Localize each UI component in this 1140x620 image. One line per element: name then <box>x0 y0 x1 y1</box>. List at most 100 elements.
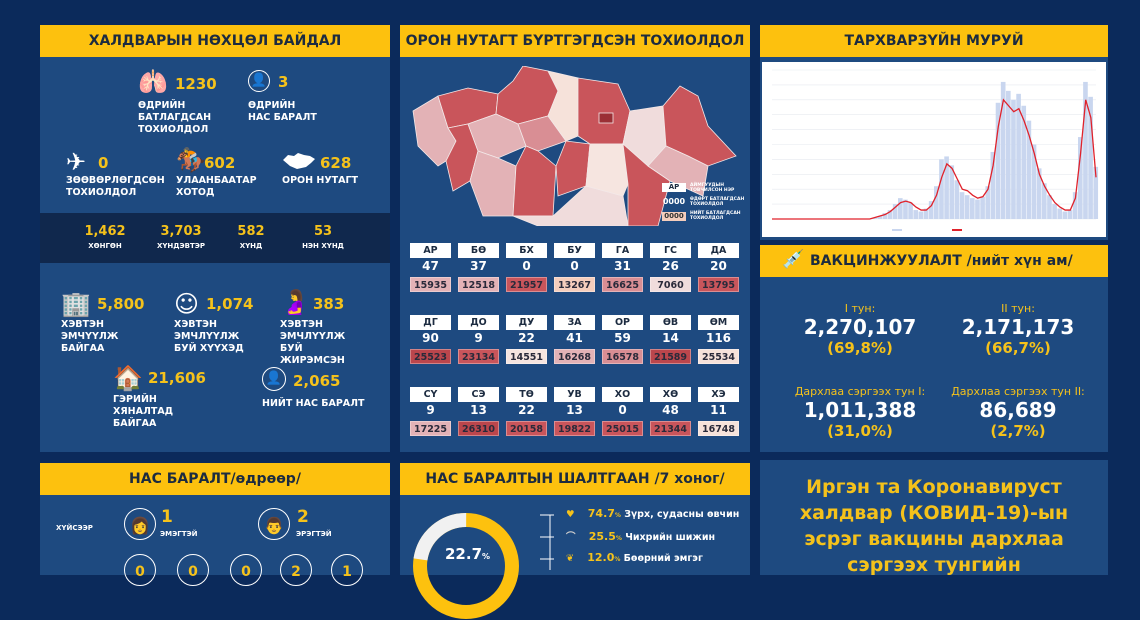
cause-connector-lines <box>540 514 554 570</box>
province-daily: 13 <box>470 403 487 417</box>
daily-deaths-label: ӨДРИЙН НАС БАРАЛТ <box>248 100 317 123</box>
severity-label: ХҮНД <box>239 242 263 250</box>
vaccine-header: 💉 ВАКЦИНЖУУЛАЛТ /нийт хүн ам/ <box>760 245 1108 277</box>
daily-bar <box>934 186 939 219</box>
dose-2: II тун: 2,171,173 (66,7%) <box>933 302 1103 357</box>
dose-percent: (66,7%) <box>985 339 1051 357</box>
province-daily: 26 <box>662 259 679 273</box>
province-total: 13795 <box>698 277 739 292</box>
epidemic-curve-chart <box>762 62 1106 237</box>
mongolia-map-icon <box>283 153 315 169</box>
ulaanbaatar-value: 602 <box>204 154 236 172</box>
cause-donut <box>412 513 519 619</box>
province-daily: 41 <box>566 331 583 345</box>
daily-bar <box>1011 99 1016 219</box>
countryside-value: 628 <box>320 154 352 172</box>
cause-item: ♥ 74.7% Зүрх, судасны өвчин <box>566 507 739 520</box>
daily-bar <box>1006 90 1011 219</box>
cause-value: 74.7 <box>587 507 615 520</box>
daily-bar <box>877 216 883 219</box>
province-total: 13267 <box>554 277 595 292</box>
dose-value: 2,270,107 <box>803 315 917 339</box>
hospitalized-value: 5,800 <box>97 295 145 313</box>
severity-moderate: 3,703 ХҮНДЭВТЭР <box>141 224 221 250</box>
province-daily: 0 <box>570 259 579 273</box>
daily-bar <box>1016 93 1021 219</box>
province-daily: 14 <box>662 331 679 345</box>
province-code: ГА <box>602 243 643 258</box>
statue-icon: 🏇 <box>176 146 206 174</box>
by-sex-label: ХҮЙСЭЭР <box>56 524 93 532</box>
province-daily: 11 <box>710 403 727 417</box>
severity-label: НЭН ХҮНД <box>302 242 344 250</box>
map-region <box>647 145 709 197</box>
daily-bar <box>964 195 970 219</box>
children-label: ХЭВТЭН ЭМЧЛҮҮЛЖ БУЙ ХҮҮХЭД <box>174 319 244 354</box>
province-code: ТӨ <box>506 387 547 402</box>
daily-bar <box>990 151 996 219</box>
province-daily: 0 <box>618 403 627 417</box>
province-code: БУ <box>554 243 595 258</box>
legend-daily-text: ӨДӨРТ БАТЛАГДСАН ТОХИОЛДОЛ <box>690 197 745 207</box>
province-code: БӨ <box>458 243 499 258</box>
situation-header: ХАЛДВАРЫН НӨХЦӨЛ БАЙДАЛ <box>40 25 390 57</box>
female-icon: 👩 <box>124 508 156 540</box>
pregnant-label: ХЭВТЭН ЭМЧЛҮҮЛЖ БУЙ ЖИРЭМСЭН <box>280 319 346 366</box>
home-monitoring-value: 21,606 <box>148 369 206 387</box>
hospitalized-label: ХЭВТЭН ЭМЧҮҮЛЖ БАЙГАА <box>61 319 119 354</box>
daily-bar <box>1078 137 1083 219</box>
province-daily: 13 <box>566 403 583 417</box>
province-code: ДА <box>698 243 739 258</box>
cause-unit: % <box>614 512 621 519</box>
daily-bar <box>928 201 934 219</box>
dose-1: I тун: 2,270,107 (69,8%) <box>775 302 945 357</box>
province-total: 21589 <box>650 349 691 364</box>
daily-confirmed-label: ӨДРИЙН БАТЛАГДСАН ТОХИОЛДОЛ <box>138 100 212 135</box>
airplane-icon: ✈ <box>66 148 87 176</box>
province-code: ХӨ <box>650 387 691 402</box>
kidney-icon: ❦ <box>566 553 574 564</box>
deaths-header: НАС БАРАЛТ/өдрөөр/ <box>40 463 390 495</box>
province-code: ГС <box>650 243 691 258</box>
province-code: ӨВ <box>650 315 691 330</box>
cause-item: ⌒ 25.5% Чихрийн шижин <box>566 529 715 543</box>
notice-text: Иргэн та Коронавируст халдвар (КОВИД-19)… <box>799 476 1069 576</box>
heart-icon: ♥ <box>566 509 575 520</box>
daily-bar <box>923 208 929 219</box>
mongolia-choropleth-map <box>412 66 737 226</box>
moving-average-line <box>772 98 1097 220</box>
daily-bar <box>1026 120 1032 219</box>
age-group-circle: 1 <box>331 554 363 586</box>
daily-bar <box>1088 96 1093 219</box>
daily-bar <box>882 213 888 219</box>
severity-severe: 582 ХҮНД <box>211 224 291 250</box>
province-code: ДО <box>458 315 499 330</box>
province-total: 25534 <box>698 349 739 364</box>
home-icon: 🏠 <box>113 364 143 392</box>
daily-bar <box>1052 204 1057 219</box>
map-region <box>469 150 517 217</box>
daily-bar <box>1042 183 1047 219</box>
province-daily: 9 <box>474 331 483 345</box>
vaccine-title: ВАКЦИНЖУУЛАЛТ /нийт хүн ам/ <box>810 253 1073 269</box>
province-code: ЗА <box>554 315 595 330</box>
daily-bar <box>1072 192 1078 219</box>
total-deaths-value: 2,065 <box>293 372 341 390</box>
dose-percent: (31,0%) <box>827 422 893 440</box>
male-label: ЭРЭГТЭЙ <box>296 530 332 538</box>
province-daily: 37 <box>470 259 487 273</box>
severity-value: 1,462 <box>84 224 126 239</box>
cause-unit: % <box>615 535 622 542</box>
province-total: 7060 <box>650 277 691 292</box>
pregnant-value: 383 <box>313 295 345 313</box>
legend-total-text: НИЙТ БАТЛАГДСАН ТОХИОЛДОЛ <box>690 211 741 221</box>
daily-bar <box>1000 81 1006 219</box>
daily-bar <box>970 198 975 219</box>
province-daily: 90 <box>422 331 439 345</box>
daily-bar <box>892 204 898 219</box>
severity-label: ХҮНДЭВТЭР <box>156 242 206 250</box>
province-code: АР <box>410 243 451 258</box>
severity-value: 582 <box>237 224 265 239</box>
cause-label: Чихрийн шижин <box>625 532 716 543</box>
province-total: 17225 <box>410 421 451 436</box>
